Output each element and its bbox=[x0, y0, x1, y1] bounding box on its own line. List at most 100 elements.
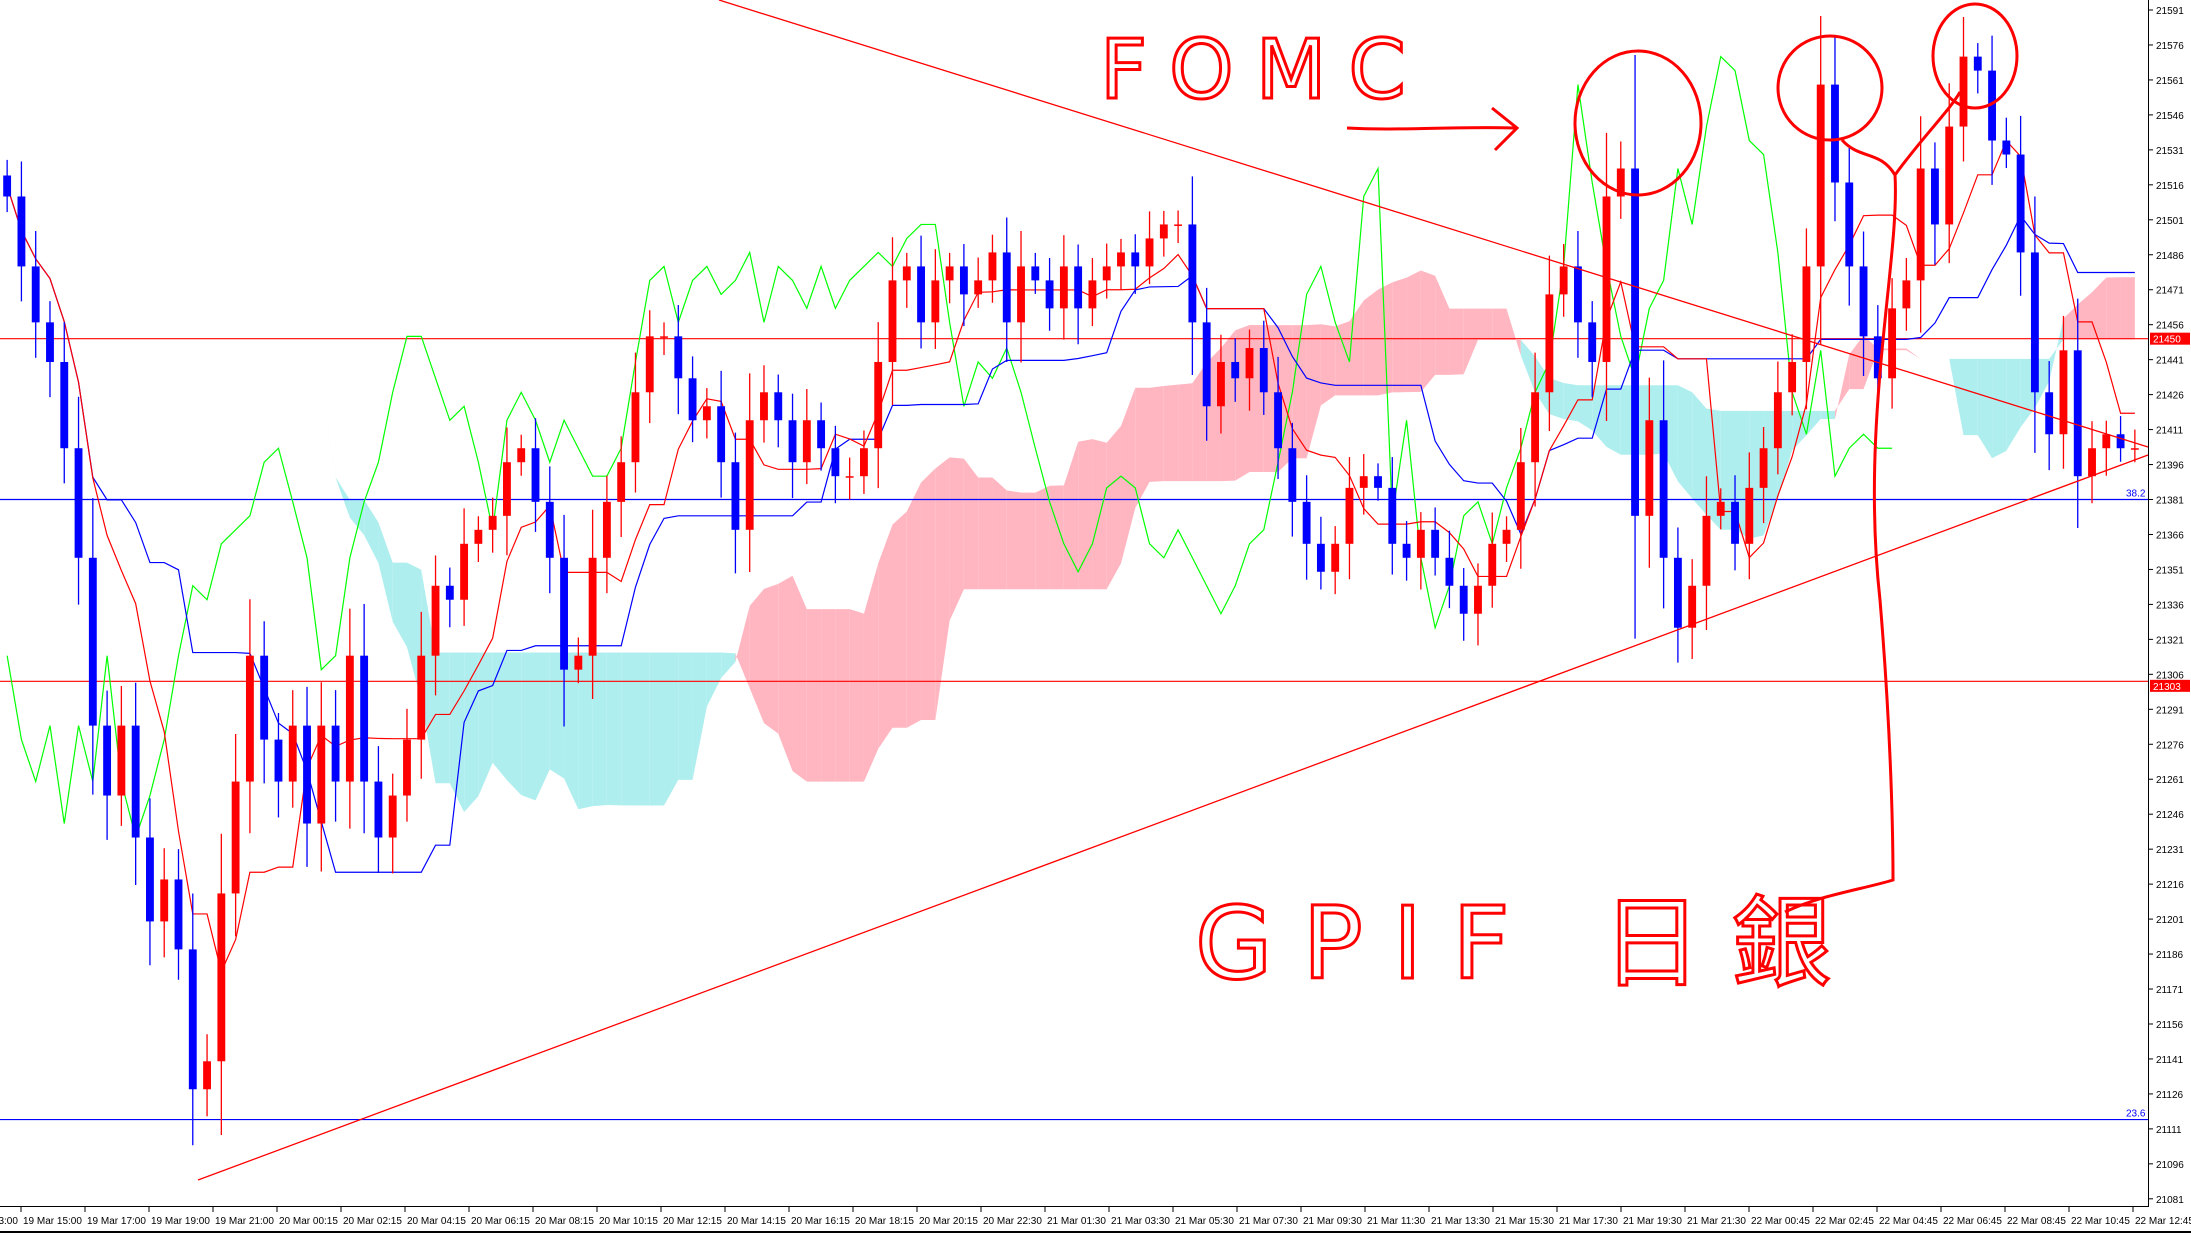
price-tick-label: 21216 bbox=[2156, 880, 2184, 891]
kumo-segment bbox=[1449, 308, 1464, 375]
candle-body bbox=[1888, 308, 1897, 379]
candle-body bbox=[2073, 350, 2082, 477]
candle-body bbox=[1288, 448, 1297, 502]
time-axis-panel bbox=[0, 1206, 2191, 1235]
candle-body bbox=[1345, 487, 1354, 544]
kumo-segment bbox=[1963, 358, 1978, 436]
kumo-segment bbox=[735, 605, 750, 689]
candle-body bbox=[874, 361, 883, 449]
trendlines[interactable] bbox=[197, 0, 2149, 1181]
kumo-segment bbox=[849, 609, 864, 782]
candle-body bbox=[245, 655, 254, 782]
kumo-segment bbox=[1120, 387, 1136, 564]
kumo-segment bbox=[806, 609, 822, 782]
time-tick-label: 20 Mar 02:15 bbox=[343, 1216, 402, 1227]
candle-body bbox=[88, 557, 97, 726]
candle-body bbox=[717, 406, 726, 463]
candle-body bbox=[674, 336, 683, 379]
candle-body bbox=[474, 529, 483, 544]
candle-body bbox=[131, 725, 140, 838]
horizontal-lines[interactable]: 38.2 23.6 bbox=[0, 338, 2149, 1121]
candle-body bbox=[817, 420, 826, 449]
kumo-segment bbox=[249, 185, 265, 231]
candle-body bbox=[1416, 529, 1425, 558]
candle-body bbox=[146, 837, 154, 922]
kumo-segment bbox=[535, 652, 550, 801]
price-tick-label: 21576 bbox=[2156, 41, 2184, 52]
candle-body bbox=[1916, 168, 1925, 281]
candle-body bbox=[1159, 224, 1168, 239]
time-tick-label: 19 Mar 15:00 bbox=[23, 1216, 82, 1227]
gpif-annotation: GPIF 日銀 bbox=[1195, 885, 1862, 1002]
price-label-box bbox=[2150, 332, 2190, 345]
time-tick-label: 21 Mar 05:30 bbox=[1175, 1216, 1234, 1227]
price-tick-label: 21591 bbox=[2156, 6, 2184, 17]
candle-body bbox=[503, 462, 511, 516]
time-tick-label: 19 Mar 13:00 bbox=[0, 1216, 18, 1227]
kumo-segment bbox=[949, 457, 964, 621]
time-tick-label: 21 Mar 21:30 bbox=[1687, 1216, 1746, 1227]
kumo-segment bbox=[321, 382, 336, 478]
candle-body bbox=[1645, 420, 1654, 516]
kumo-segment bbox=[763, 583, 779, 734]
candle-body bbox=[560, 557, 568, 670]
kumo-segment bbox=[521, 652, 536, 801]
price-tick-label: 21156 bbox=[2156, 1020, 2184, 1031]
candle-body bbox=[974, 280, 983, 295]
kumo-segment bbox=[1992, 358, 2007, 459]
kumo-segment bbox=[392, 562, 407, 648]
candle-body bbox=[1331, 543, 1340, 572]
kumo-segment bbox=[1677, 385, 1693, 499]
kumo-segment bbox=[349, 499, 365, 536]
time-tick-label: 21 Mar 13:30 bbox=[1431, 1216, 1490, 1227]
price-labels: 21450 21303 bbox=[2150, 332, 2190, 693]
candle-body bbox=[1816, 84, 1825, 267]
price-tick-label: 21486 bbox=[2156, 251, 2184, 262]
kumo-segment bbox=[2063, 304, 2078, 340]
time-tick-label: 20 Mar 00:15 bbox=[279, 1216, 338, 1227]
time-tick-label: 20 Mar 16:15 bbox=[791, 1216, 850, 1227]
price-tick-label: 21171 bbox=[2156, 985, 2184, 996]
kumo-segment bbox=[1949, 358, 1964, 436]
kumo-segment bbox=[1035, 485, 1050, 590]
candle-body bbox=[1731, 501, 1739, 544]
time-tick-label: 22 Mar 00:45 bbox=[1751, 1216, 1810, 1227]
candle-body bbox=[1559, 266, 1568, 295]
price-tick-label: 21516 bbox=[2156, 181, 2184, 192]
kumo-segment bbox=[1063, 441, 1079, 590]
candle-body bbox=[731, 462, 740, 530]
kumo-segment bbox=[492, 652, 507, 781]
candle-body bbox=[1202, 322, 1211, 407]
kumo-segment bbox=[1692, 392, 1707, 515]
candle-body bbox=[760, 392, 768, 421]
kumo-segment bbox=[664, 652, 679, 806]
kumo-segment bbox=[1349, 300, 1364, 396]
candle-body bbox=[602, 501, 611, 558]
handwritten-annotations: FOMC GPIF 日銀 bbox=[1099, 2, 2019, 1004]
kumo-segment bbox=[621, 652, 636, 806]
kumo-segment bbox=[835, 609, 850, 782]
time-tick-label: 20 Mar 18:15 bbox=[855, 1216, 914, 1227]
time-tick-label: 22 Mar 04:45 bbox=[1879, 1216, 1938, 1227]
kumo-segment bbox=[264, 230, 279, 259]
price-tick-label: 21126 bbox=[2156, 1090, 2184, 1101]
candle-body bbox=[2059, 350, 2068, 435]
candle-body bbox=[1374, 476, 1382, 488]
kumo-segment bbox=[649, 652, 665, 806]
ichimoku-cloud bbox=[249, 185, 2135, 813]
price-tick-label: 21366 bbox=[2156, 530, 2184, 541]
candle-body bbox=[1274, 392, 1282, 449]
candle-body bbox=[488, 515, 497, 530]
kumo-segment bbox=[1363, 289, 1379, 396]
candle-body bbox=[631, 392, 640, 463]
candle-body bbox=[274, 739, 283, 782]
candle-body bbox=[1117, 252, 1125, 267]
candle-body bbox=[1602, 196, 1611, 362]
candle-body bbox=[46, 322, 54, 362]
candle-body bbox=[1174, 224, 1183, 226]
kumo-segment bbox=[564, 652, 579, 810]
candle-body bbox=[1659, 420, 1668, 558]
price-tick-label: 21501 bbox=[2156, 216, 2184, 227]
kumo-segment bbox=[292, 278, 308, 322]
